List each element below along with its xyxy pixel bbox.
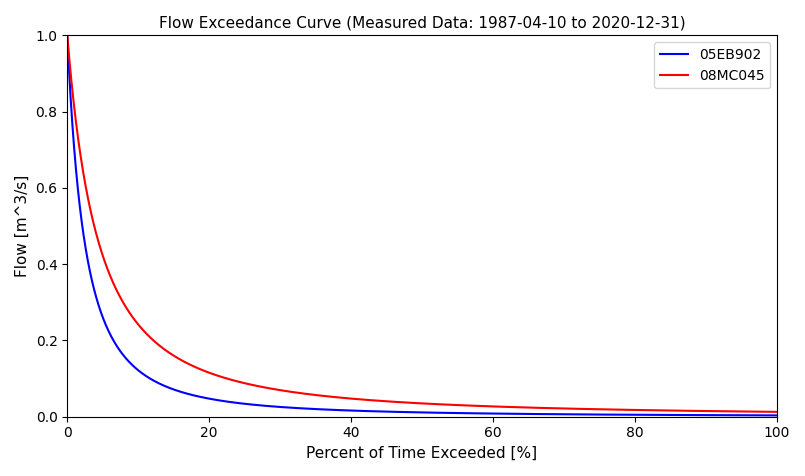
08MC045 — [772, 409, 782, 415]
Line: 08MC045: 08MC045 — [68, 35, 777, 412]
08MC045 — [488, 404, 497, 409]
05EB902 — [333, 407, 343, 413]
05EB902 — [63, 32, 72, 38]
08MC045 — [333, 395, 343, 400]
08MC045 — [192, 365, 201, 370]
05EB902 — [192, 393, 201, 399]
08MC045 — [63, 32, 72, 38]
Line: 05EB902: 05EB902 — [68, 35, 777, 416]
Title: Flow Exceedance Curve (Measured Data: 1987-04-10 to 2020-12-31): Flow Exceedance Curve (Measured Data: 19… — [159, 15, 685, 30]
X-axis label: Percent of Time Exceeded [%]: Percent of Time Exceeded [%] — [307, 446, 538, 461]
08MC045 — [646, 407, 655, 413]
08MC045 — [592, 407, 601, 412]
08MC045 — [524, 405, 534, 410]
05EB902 — [592, 412, 601, 417]
Y-axis label: Flow [m^3/s]: Flow [m^3/s] — [15, 175, 30, 277]
05EB902 — [524, 411, 534, 417]
05EB902 — [772, 413, 782, 418]
05EB902 — [646, 412, 655, 418]
05EB902 — [488, 411, 497, 416]
Legend: 05EB902, 08MC045: 05EB902, 08MC045 — [654, 42, 770, 89]
